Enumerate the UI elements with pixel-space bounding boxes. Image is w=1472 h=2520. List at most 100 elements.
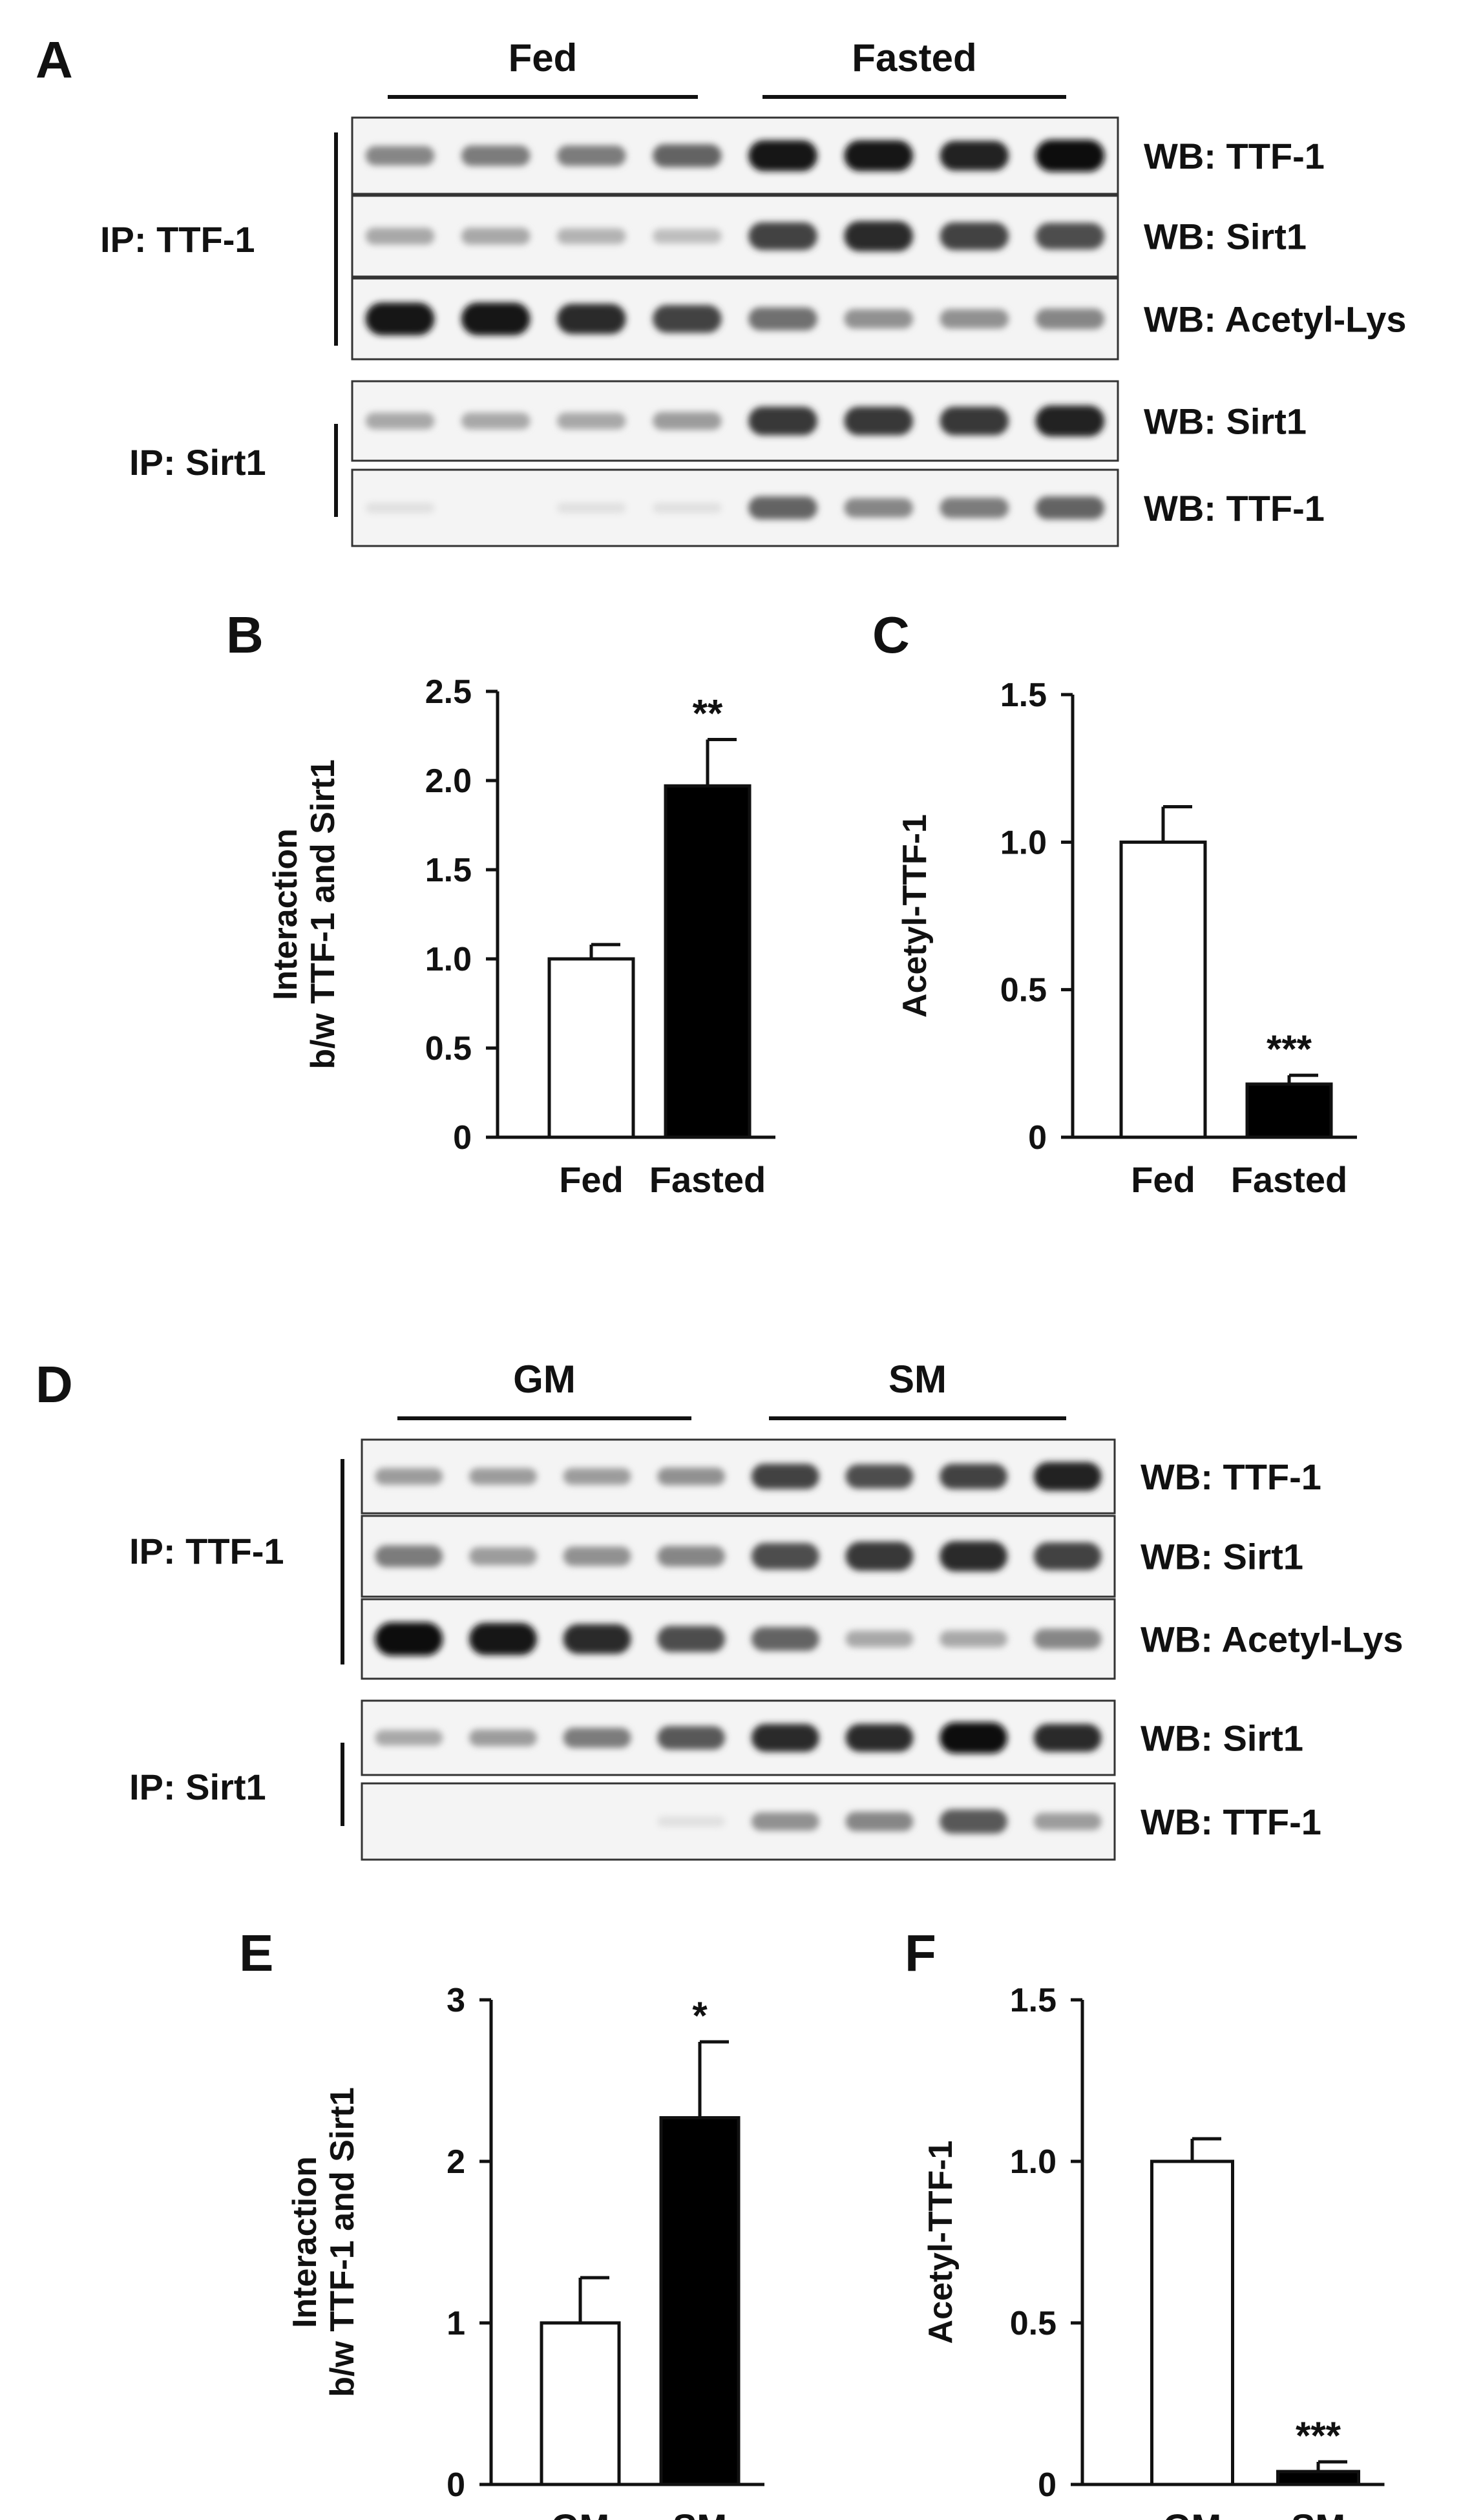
wb-label: WB: TTF-1 — [1144, 488, 1325, 529]
group-label: SM — [888, 1358, 947, 1401]
blot-band — [1035, 308, 1105, 330]
blot-band — [469, 1622, 537, 1655]
blot-strip: WB: Acetyl-Lys — [361, 1598, 1404, 1680]
blot-band — [940, 1809, 1007, 1834]
blot-band — [365, 302, 435, 335]
blot-band — [653, 144, 722, 167]
y-tick-label: 1.5 — [425, 852, 472, 889]
blot-band — [844, 140, 914, 171]
bar — [664, 784, 752, 1139]
y-tick-label: 3 — [447, 1982, 465, 2019]
blot-band — [844, 406, 914, 436]
y-tick-label: 0.5 — [425, 1030, 472, 1067]
blot-band — [748, 496, 817, 520]
blot-band — [940, 1464, 1007, 1489]
blot-band — [461, 145, 531, 166]
blot-band — [556, 145, 626, 166]
y-axis-label: Interaction b/w TTF-1 and Sirt1 — [286, 2087, 361, 2397]
wb-label: WB: Sirt1 — [1144, 401, 1307, 442]
x-category-label: Fed — [1131, 1159, 1195, 1200]
wb-label: WB: Sirt1 — [1141, 1537, 1303, 1577]
blot-band — [563, 1546, 631, 1566]
blot-strip: WB: Sirt1 — [351, 194, 1307, 278]
bar-chart-c: C 0 0.5 1.0 1.5 Acetyl-TTF-1 Fed *** Fasted — [872, 606, 1357, 1200]
y-tick-label: 0 — [447, 2466, 465, 2504]
bar — [1245, 1082, 1333, 1139]
panel-letter: C — [872, 606, 910, 664]
blot-panel-d: D GM SM WB: TTF-1 WB: Sirt1 WB: Acetyl-Lys WB:… — [36, 1356, 1404, 1861]
blot-band — [563, 1624, 631, 1654]
blot-band — [1033, 1542, 1102, 1571]
blot-band — [748, 406, 817, 436]
ip-label: IP: Sirt1 — [129, 1767, 266, 1807]
blot-band — [375, 1545, 443, 1568]
blot-band — [653, 304, 722, 333]
blot-strip: WB: TTF-1 — [351, 116, 1325, 195]
blot-band — [657, 1546, 726, 1567]
blot-band — [365, 145, 435, 166]
group-label: Fasted — [852, 36, 976, 79]
bar — [659, 2116, 741, 2486]
blot-band — [461, 302, 531, 335]
x-category-label: SM — [673, 2506, 727, 2520]
blot-strip: WB: TTF-1 — [361, 1782, 1321, 1861]
blot-band — [657, 1726, 726, 1750]
blot-band — [469, 1547, 537, 1566]
wb-label: WB: TTF-1 — [1141, 1801, 1321, 1842]
panel-letter: A — [36, 31, 73, 89]
panel-letter: D — [36, 1356, 73, 1413]
blot-band — [563, 1727, 631, 1748]
blot-band — [940, 498, 1009, 518]
blot-band — [1033, 1723, 1102, 1752]
blot-band — [375, 1730, 443, 1746]
blot-band — [1035, 140, 1105, 172]
blot-band — [657, 1467, 726, 1486]
panel-letter: B — [226, 606, 264, 664]
blot-band — [748, 307, 817, 331]
blot-band — [657, 1816, 726, 1827]
blot-band — [653, 229, 722, 244]
y-tick-label: 1.0 — [1010, 2143, 1057, 2181]
blot-band — [1035, 405, 1105, 437]
y-tick-label: 0.5 — [1010, 2305, 1057, 2342]
group-label: GM — [513, 1358, 576, 1401]
blot-band — [751, 1464, 819, 1489]
y-axis-label-line: b/w TTF-1 and Sirt1 — [304, 759, 342, 1069]
y-tick-label: 1.0 — [425, 941, 472, 978]
blot-band — [365, 412, 435, 430]
y-tick-label: 2.0 — [425, 762, 472, 800]
blot-band — [556, 412, 626, 430]
wb-label: WB: Acetyl-Lys — [1141, 1619, 1404, 1660]
wb-label: WB: Sirt1 — [1141, 1718, 1303, 1759]
blot-band — [940, 1722, 1007, 1754]
panel-letter: E — [239, 1924, 273, 1982]
blot-band — [845, 1464, 914, 1489]
x-category-label: GM — [1163, 2506, 1221, 2520]
y-tick-label: 2.5 — [425, 673, 472, 711]
x-category-label: Fasted — [649, 1159, 766, 1200]
y-tick-label: 0.5 — [1000, 972, 1047, 1009]
y-tick-label: 0 — [1038, 2466, 1057, 2504]
y-tick-label: 0 — [1028, 1119, 1047, 1157]
x-category-label: SM — [1291, 2506, 1345, 2520]
blot-band — [1033, 1462, 1102, 1491]
blot-band — [375, 1622, 443, 1656]
blot-band — [751, 1627, 819, 1651]
bar-chart-b: B 0 0.5 1.0 1.5 2.0 2.5 Interaction b/w TTF-1 an… — [226, 606, 775, 1200]
blot-band — [751, 1542, 819, 1570]
blot-band — [461, 227, 531, 245]
blot-band — [657, 1626, 726, 1652]
y-axis-label-line: Acetyl-TTF-1 — [922, 2141, 960, 2344]
significance-marker: * — [692, 1994, 708, 2037]
blot-band — [845, 1811, 914, 1832]
y-axis-label: Acetyl-TTF-1 — [896, 814, 934, 1018]
x-category-label: GM — [551, 2506, 609, 2520]
significance-marker: *** — [1267, 1027, 1312, 1071]
blot-band — [845, 1630, 914, 1648]
blot-panel-a: A Fed Fasted WB: TTF-1 WB: Sirt1 WB: Acetyl-L… — [36, 31, 1407, 547]
wb-label: WB: Acetyl-Lys — [1144, 299, 1407, 340]
bar — [1150, 2159, 1234, 2486]
blot-band — [844, 221, 914, 251]
blot-band — [469, 1729, 537, 1747]
blot-band — [1033, 1628, 1102, 1650]
